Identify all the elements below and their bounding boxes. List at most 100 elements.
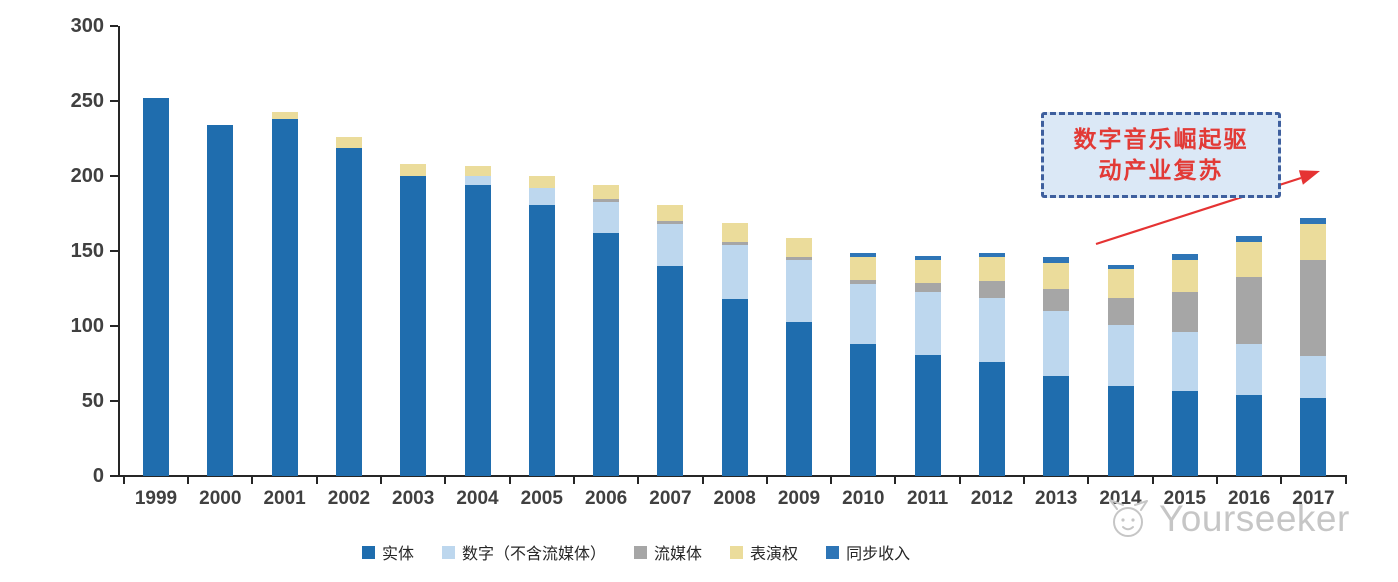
x-axis-tick <box>508 476 511 484</box>
x-axis-label: 2015 <box>1163 488 1206 509</box>
legend-swatch <box>362 545 375 559</box>
bar-segment <box>914 255 941 260</box>
bar-segment <box>143 98 169 476</box>
x-axis-label: 2016 <box>1227 488 1271 509</box>
bar-segment <box>1171 254 1198 260</box>
y-axis-tick <box>110 25 118 27</box>
x-axis-label: 2008 <box>713 488 756 509</box>
x-axis-tick <box>251 476 254 484</box>
bar-segment <box>721 299 748 476</box>
x-axis-label: 2013 <box>1035 488 1078 509</box>
bar-segment <box>786 257 812 260</box>
bar-segment <box>1043 311 1070 376</box>
bar-segment <box>271 111 298 119</box>
x-axis-tick <box>1280 476 1283 484</box>
bar-segment <box>850 279 877 284</box>
bar-segment <box>721 242 748 245</box>
bar-segment <box>978 297 1005 362</box>
bar-segment <box>271 119 298 476</box>
bar-segment <box>1043 288 1070 311</box>
bar-segment <box>400 164 427 176</box>
legend: 实体 数字（不含流媒体） 流媒体 表演权 同步收入 <box>362 540 910 564</box>
bar-segment <box>978 257 1005 281</box>
y-axis-tick <box>110 250 118 252</box>
x-axis-label: 2002 <box>327 488 371 509</box>
x-axis-tick <box>572 476 575 484</box>
x-axis-label: 2000 <box>199 488 242 509</box>
bar-segment <box>1171 291 1198 332</box>
bar-segment <box>1107 264 1134 269</box>
bar-segment <box>978 252 1005 257</box>
annotation-text-line2: 动产业复苏 <box>1098 157 1224 183</box>
x-axis-label: 2006 <box>584 488 628 509</box>
x-axis-tick <box>701 476 704 484</box>
bar-segment <box>1236 276 1263 344</box>
x-axis-label: 2005 <box>520 488 563 509</box>
bar-segment <box>786 260 812 322</box>
legend-swatch <box>442 545 456 559</box>
x-axis-tick <box>1023 476 1026 484</box>
bar-segment <box>850 252 877 257</box>
bar-segment <box>528 176 555 188</box>
bar-segment <box>914 291 941 355</box>
x-axis-tick <box>1151 476 1154 484</box>
x-axis-tick <box>894 476 897 484</box>
bar-segment <box>657 204 684 221</box>
x-axis-label: 2007 <box>649 488 692 509</box>
bar-segment <box>786 237 812 257</box>
y-axis-label: 0 <box>92 465 104 487</box>
legend-item-1: 数字（不含流媒体） <box>442 540 606 564</box>
x-axis-tick <box>315 476 318 484</box>
bar-segment <box>1043 263 1070 289</box>
annotation-box: 数字音乐崛起驱 动产业复苏 <box>1041 112 1281 198</box>
x-axis-label: 2012 <box>970 488 1014 509</box>
x-axis-label: 2010 <box>842 488 885 509</box>
bar-segment <box>1043 257 1070 263</box>
bar-segment <box>593 185 620 199</box>
bar-segment <box>721 245 748 299</box>
x-axis-tick <box>958 476 961 484</box>
bar-segment <box>1300 356 1327 398</box>
bar-segment <box>464 165 491 176</box>
x-axis-tick <box>637 476 640 484</box>
x-axis-label: 2009 <box>777 488 821 509</box>
bar-segment <box>1171 332 1198 391</box>
bar-segment <box>528 204 555 476</box>
x-axis-tick <box>1344 476 1347 484</box>
legend-item-0: 实体 <box>362 540 414 564</box>
bar-segment <box>1043 375 1070 476</box>
legend-label: 实体 <box>382 546 415 563</box>
x-axis-label: 2001 <box>263 488 306 509</box>
bar-segment <box>1300 398 1327 476</box>
y-axis-tick <box>110 175 118 177</box>
legend-swatch <box>634 545 648 559</box>
bar-segment <box>1236 344 1263 395</box>
bar-segment <box>335 147 362 476</box>
bar-segment <box>850 344 877 476</box>
x-axis-tick <box>765 476 768 484</box>
x-axis-tick <box>122 476 125 484</box>
y-axis-tick <box>110 400 118 402</box>
x-axis-tick <box>444 476 447 484</box>
y-axis-label: 50 <box>81 390 104 412</box>
bar-segment <box>657 221 684 224</box>
x-axis-line <box>118 475 1347 477</box>
y-axis-line <box>118 26 120 477</box>
bar-segment <box>1107 269 1134 298</box>
bar-segment <box>657 266 684 476</box>
bar-segment <box>1236 242 1263 277</box>
bar-segment <box>850 257 877 280</box>
bar-segment <box>593 198 620 202</box>
x-axis-label: 1999 <box>134 488 178 509</box>
legend-label: 表演权 <box>750 546 799 563</box>
bar-segment <box>593 233 620 476</box>
bar-segment <box>978 362 1005 476</box>
legend-item-2: 流媒体 <box>634 540 702 564</box>
watermark: Yourseeker <box>1104 496 1350 542</box>
bar-segment <box>657 224 684 266</box>
bar-segment <box>1236 236 1263 242</box>
x-axis-label: 2004 <box>456 488 499 509</box>
y-axis-label: 250 <box>70 90 104 112</box>
